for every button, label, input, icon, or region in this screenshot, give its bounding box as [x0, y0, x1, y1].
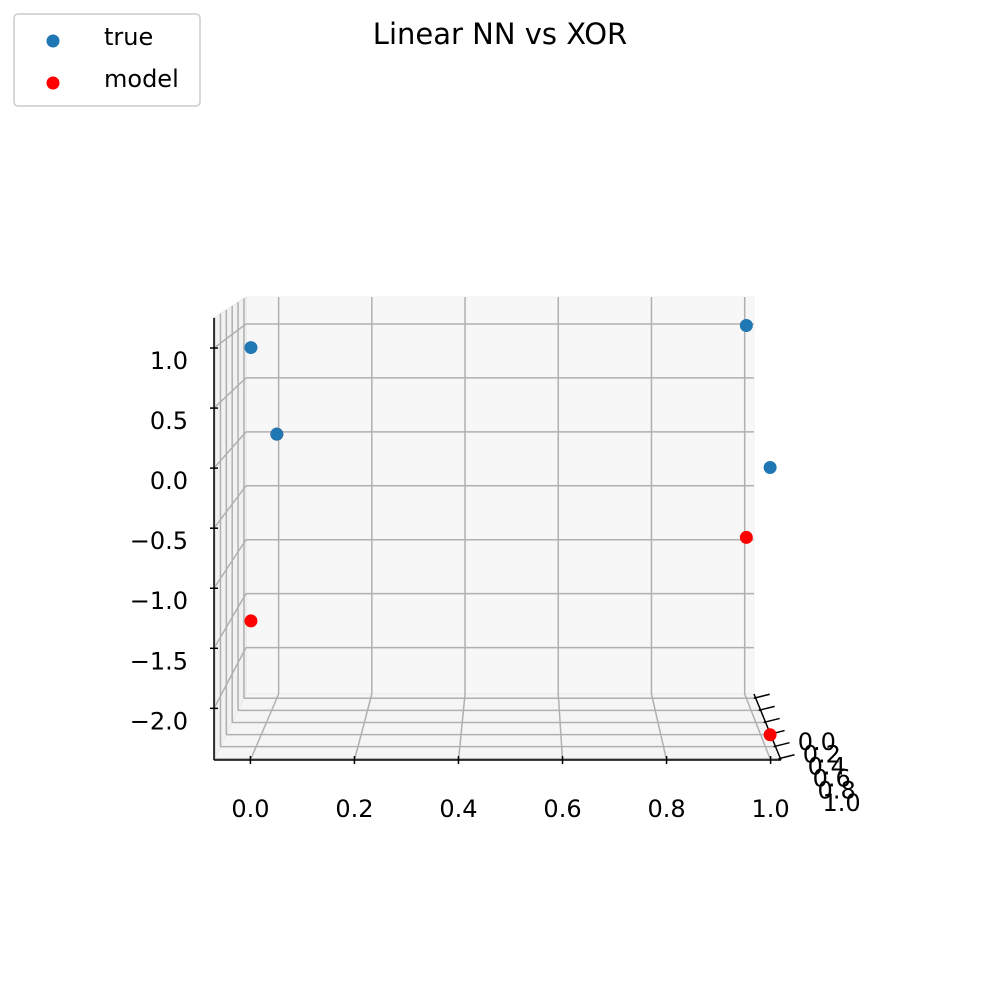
point: [739, 530, 753, 544]
z-tick-label: −1.0: [130, 587, 188, 615]
point: [244, 614, 258, 628]
y-tick-label: 1.0: [823, 789, 861, 817]
y-tick-label: 0.6: [813, 765, 851, 793]
z-tick-label: −1.5: [130, 647, 188, 675]
z-tick-label: −0.5: [130, 527, 188, 555]
z-tick-label: 0.0: [150, 467, 188, 495]
grid-line: [213, 377, 247, 409]
grid-line: [213, 647, 247, 709]
legend-label: true: [104, 23, 153, 51]
point: [763, 460, 777, 474]
grid-line: [213, 539, 247, 589]
grid-line: [213, 593, 247, 649]
x-tick-label: 0.8: [647, 795, 685, 823]
x-tick-label: 0.4: [439, 795, 477, 823]
y-tick: [778, 754, 795, 760]
x-tick-label: 0.0: [231, 795, 269, 823]
x-tick-label: 0.6: [543, 795, 581, 823]
grid-line: [557, 693, 564, 761]
back-pane: [245, 296, 755, 695]
y-tick-label: 0.4: [808, 752, 846, 780]
z-tick-label: 0.5: [150, 407, 188, 435]
grid-line: [213, 485, 247, 529]
y-tick-label: 0.8: [818, 777, 856, 805]
y-tick: [763, 717, 780, 724]
y-axis: [753, 693, 782, 761]
legend-box: [13, 13, 201, 107]
grid-line: [249, 693, 280, 761]
point: [244, 341, 258, 355]
y-tick-label: 0.0: [798, 728, 836, 756]
y-tick-label: 0.2: [803, 740, 841, 768]
z-tick-label: 1.0: [150, 347, 188, 375]
grid-line: [743, 693, 772, 761]
point: [739, 319, 753, 333]
chart-title: Linear NN vs XOR: [373, 17, 627, 51]
grid-line: [650, 693, 668, 761]
grid-line: [213, 431, 247, 469]
left-pane: [213, 296, 247, 761]
y-tick: [758, 705, 775, 712]
point: [270, 427, 284, 441]
x-tick-label: 1.0: [752, 795, 790, 823]
y-tick: [773, 741, 790, 748]
y-tick: [753, 693, 770, 699]
floor-pane: [213, 693, 782, 761]
point: [763, 728, 777, 742]
x-tick-label: 0.2: [335, 795, 373, 823]
grid-line: [457, 693, 466, 761]
legend-marker: [46, 34, 60, 48]
legend-label: model: [104, 65, 179, 93]
grid-line: [213, 323, 247, 349]
z-tick-label: −2.0: [130, 707, 188, 735]
legend-marker: [46, 76, 60, 90]
grid-line: [353, 693, 373, 761]
